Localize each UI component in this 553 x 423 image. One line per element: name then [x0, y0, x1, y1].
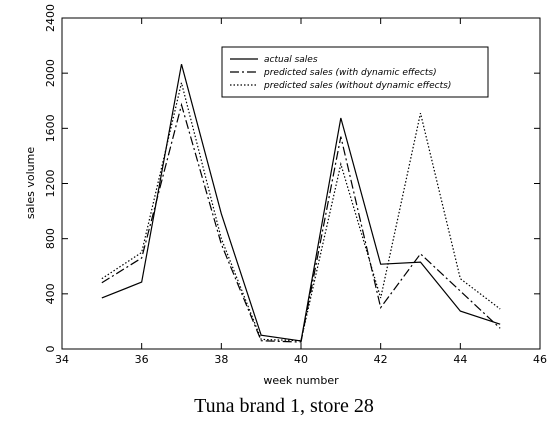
y-tick-label: 400 [44, 283, 57, 304]
legend-label: actual sales [264, 55, 318, 65]
y-tick-label: 0 [44, 346, 57, 353]
x-tick-label: 44 [453, 353, 467, 366]
chart-caption: Tuna brand 1, store 28 [194, 395, 374, 417]
x-tick-label: 42 [374, 353, 388, 366]
legend-label: predicted sales (with dynamic effects) [263, 68, 437, 78]
x-tick-label: 38 [214, 353, 228, 366]
x-tick-label: 40 [294, 353, 308, 366]
legend-box [221, 46, 489, 98]
x-tick-label: 34 [55, 353, 69, 366]
y-tick-label: 1600 [44, 114, 57, 142]
y-axis-label: sales volume [24, 147, 37, 220]
legend-label: predicted sales (without dynamic effects… [263, 81, 451, 91]
y-tick-label: 800 [44, 228, 57, 249]
y-tick-label: 2000 [44, 59, 57, 87]
y-tick-label: 2400 [44, 4, 57, 32]
x-tick-label: 36 [135, 353, 149, 366]
y-tick-label: 1200 [44, 170, 57, 198]
x-axis-label: week number [263, 374, 339, 387]
series-line [101, 102, 501, 343]
x-tick-label: 46 [533, 353, 547, 366]
series-line [101, 64, 501, 342]
series-line [101, 82, 501, 342]
